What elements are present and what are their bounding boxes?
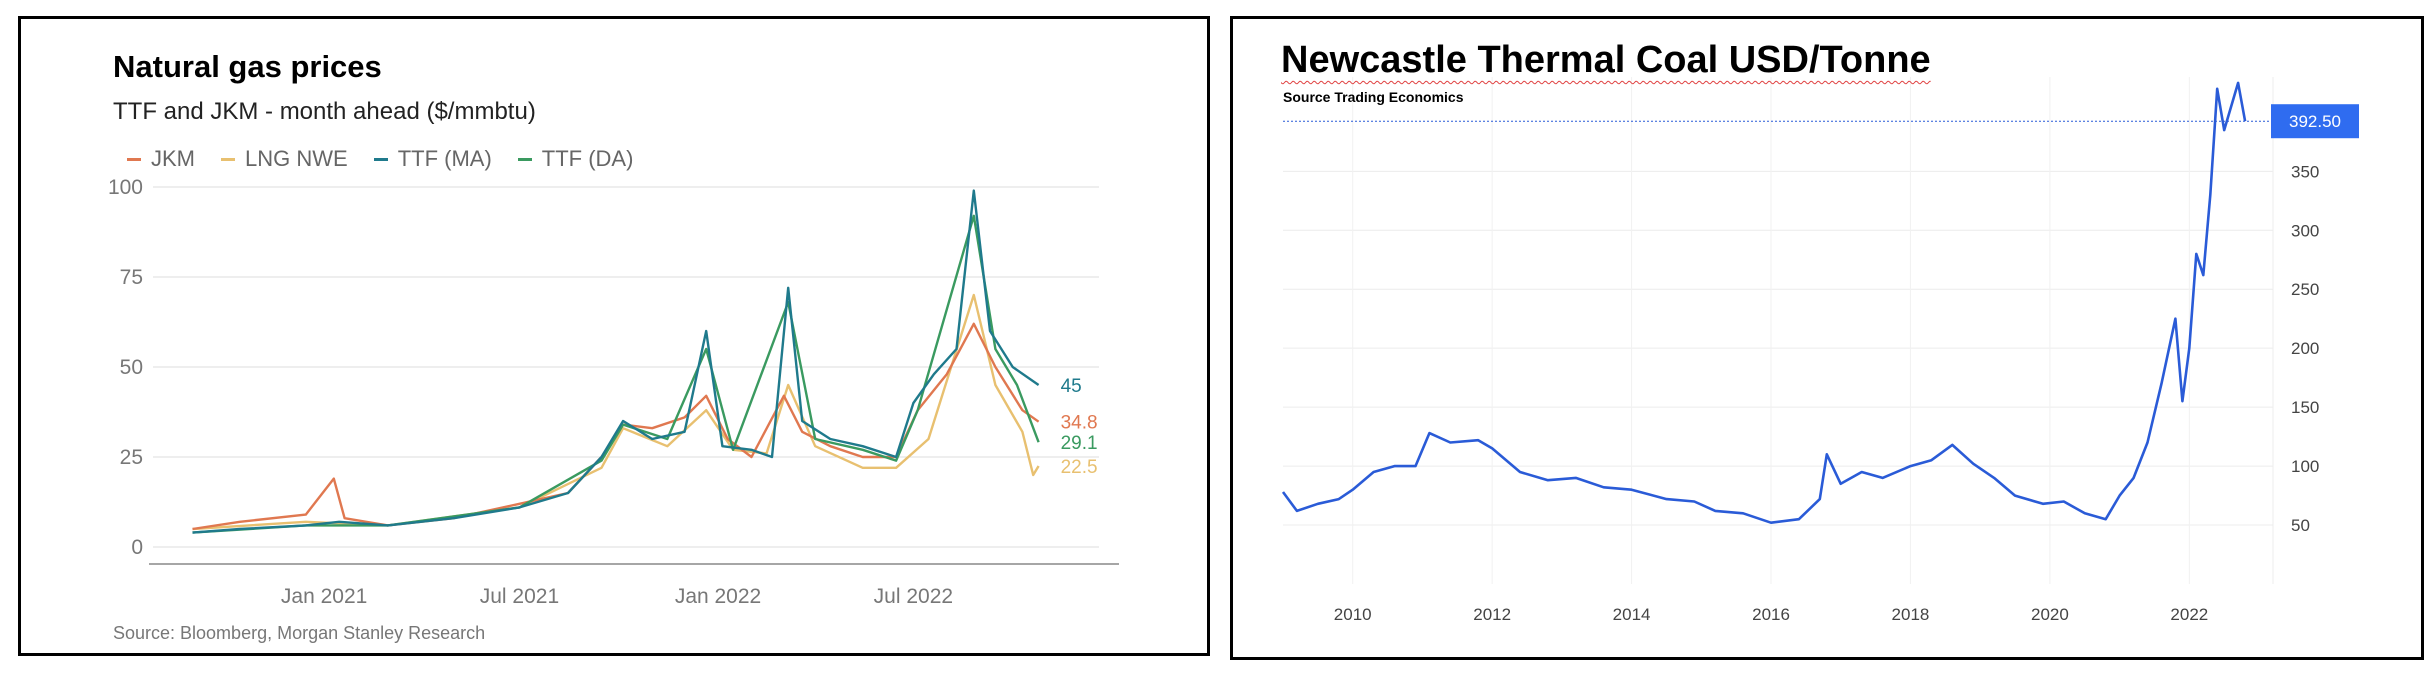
x-tick-label: 2020	[2031, 605, 2069, 624]
chart-title: Natural gas prices	[113, 49, 382, 84]
x-tick-label: Jan 2022	[675, 585, 761, 608]
series-line-ttf-ma-	[192, 189, 1040, 534]
last-value-badge	[2271, 104, 2359, 139]
chart-source: Source: Bloomberg, Morgan Stanley Resear…	[113, 623, 486, 643]
y-tick-label: 350	[2291, 162, 2319, 181]
y-tick-label: 150	[2291, 398, 2319, 417]
y-tick-label: 75	[120, 266, 143, 289]
y-tick-label: 100	[108, 176, 143, 199]
x-tick-label: 2016	[1752, 605, 1790, 624]
coal-price-line	[1281, 81, 2247, 524]
gas-prices-chart-panel: Natural gas prices TTF and JKM - month a…	[18, 16, 1210, 656]
legend-label: TTF (DA)	[541, 146, 634, 171]
legend-item-jkm: JKM	[127, 146, 195, 172]
y-tick-label: 200	[2291, 339, 2319, 358]
y-tick-label: 25	[120, 446, 143, 469]
last-value-label: 392.50	[2289, 112, 2341, 131]
chart-legend: JKM LNG NWE TTF (MA) TTF (DA)	[127, 146, 633, 172]
gas-prices-plot: 0 25 50 75 100 Jan 2021 Jul 2021 Jan 2022 Jul 20…	[108, 176, 1119, 608]
x-tick-label: 2022	[2170, 605, 2208, 624]
x-tick-label: Jul 2022	[874, 585, 953, 608]
y-tick-label: 100	[2291, 457, 2319, 476]
legend-item-ttf-ma: TTF (MA)	[373, 146, 492, 172]
legend-label: JKM	[151, 146, 195, 171]
series-line-ttf-da-	[192, 214, 1040, 534]
end-value-label: 29.1	[1061, 433, 1098, 454]
x-tick-label: Jan 2021	[281, 585, 367, 608]
y-tick-label: 0	[131, 536, 143, 559]
x-tick-label: 2014	[1613, 605, 1651, 624]
x-tick-label: 2010	[1334, 605, 1372, 624]
legend-swatch	[373, 157, 388, 161]
x-tick-label: 2018	[1892, 605, 1930, 624]
end-value-label: 34.8	[1061, 413, 1098, 434]
coal-price-plot: 50 100 150 200 250 300 350 2010 2012 2014 2016 2018…	[1281, 77, 2359, 624]
y-tick-label: 50	[120, 356, 143, 379]
chart-subtitle: TTF and JKM - month ahead ($/mmbtu)	[113, 98, 536, 125]
y-tick-label: 250	[2291, 280, 2319, 299]
x-tick-label: Jul 2021	[480, 585, 559, 608]
coal-price-chart-panel: 50 100 150 200 250 300 350 2010 2012 2014 2016 2018…	[1230, 16, 2424, 660]
legend-label: TTF (MA)	[397, 146, 492, 171]
legend-swatch	[221, 157, 235, 161]
y-tick-label: 50	[2291, 516, 2310, 535]
legend-swatch	[127, 157, 141, 161]
legend-item-lng-nwe: LNG NWE	[221, 146, 348, 172]
legend-label: LNG NWE	[245, 146, 348, 171]
end-value-label: 45	[1061, 376, 1082, 397]
series-line-jkm	[192, 322, 1040, 531]
legend-item-ttf-da: TTF (DA)	[517, 146, 634, 172]
legend-swatch	[517, 157, 532, 161]
x-tick-label: 2012	[1473, 605, 1511, 624]
chart-source: Source Trading Economics	[1283, 89, 1464, 105]
chart-title: Newcastle Thermal Coal USD/Tonne	[1281, 39, 1931, 81]
y-tick-label: 300	[2291, 221, 2319, 240]
end-value-label: 22.5	[1061, 457, 1098, 478]
